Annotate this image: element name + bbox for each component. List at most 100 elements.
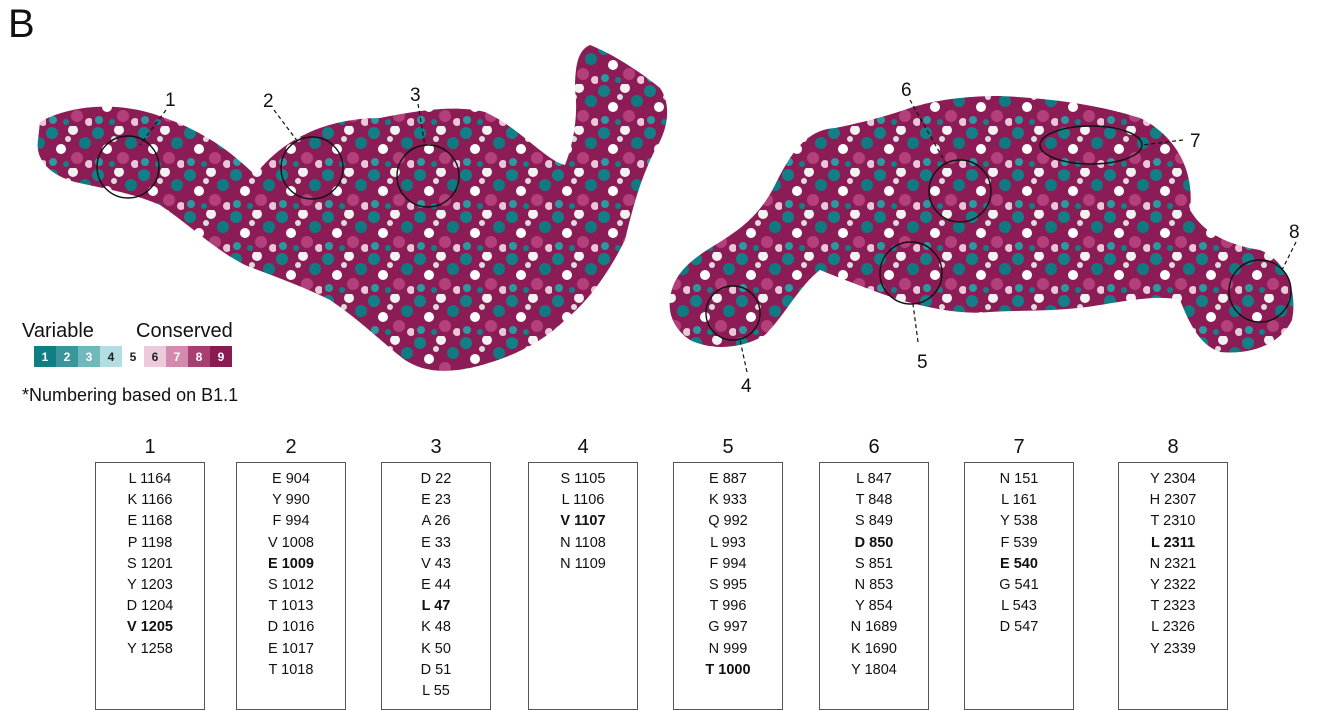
site-circle-4 (705, 285, 761, 341)
residue-item: E 1009 (268, 555, 314, 572)
residue-item: N 853 (854, 577, 894, 594)
residue-item: Y 2322 (1150, 577, 1196, 594)
residue-list: S 1105 L 1106 V 1107 N 1108 N 1109 (528, 462, 638, 710)
residue-item: A 26 (421, 513, 451, 530)
residue-item: Y 1203 (127, 577, 173, 594)
scale-cell-7: 7 (166, 346, 188, 367)
residue-item: L 847 (856, 471, 892, 487)
residue-item: Q 992 (708, 513, 748, 530)
residue-item: F 994 (272, 513, 310, 530)
site-table-8: 8 Y 2304 H 2307 T 2310 L 2311 N 2321 Y 2322 T 2… (1118, 432, 1228, 710)
residue-item: G 541 (999, 577, 1039, 594)
scale-cell-5: 5 (122, 346, 144, 367)
site-circle-5 (879, 241, 943, 305)
residue-item: T 848 (855, 492, 893, 509)
residue-item: L 1106 (561, 492, 605, 509)
site-table-header: 7 (1013, 436, 1025, 458)
residue-item: L 161 (1001, 492, 1037, 509)
residue-item: Y 2304 (1150, 471, 1196, 487)
residue-item: V 1008 (268, 534, 314, 551)
site-circle-3 (396, 144, 460, 208)
residue-list: L 1164 K 1166 E 1168 P 1198 S 1201 Y 1203 D 12… (95, 462, 205, 710)
residue-item: D 547 (999, 619, 1039, 636)
residue-item: G 997 (708, 619, 748, 636)
residue-item: E 1017 (268, 640, 314, 657)
residue-item: P 1198 (127, 534, 173, 551)
site-number-5: 5 (917, 352, 928, 373)
residue-item: Y 538 (1000, 513, 1038, 530)
residue-item: E 904 (272, 471, 310, 487)
residue-item: N 151 (999, 471, 1039, 487)
site-number-labels: 1 2 3 4 5 6 7 8 (165, 80, 1300, 397)
panel-label: B (8, 2, 35, 46)
residue-list: E 887 K 933 Q 992 L 993 F 994 S 995 T 996 G 997… (673, 462, 783, 710)
residue-list: D 22 E 23 A 26 E 33 V 43 E 44 L 47 K 48 K 50 D 51… (381, 462, 491, 710)
site-number-6: 6 (901, 80, 912, 101)
site-table-7: 7 N 151 L 161 Y 538 F 539 E 540 G 541 L 543 D 54… (964, 432, 1074, 710)
site-circle-8 (1228, 259, 1292, 323)
residue-item: K 50 (421, 640, 451, 657)
residue-item: N 999 (708, 640, 748, 657)
residue-item: S 851 (855, 555, 893, 572)
residue-item: K 1166 (127, 492, 173, 509)
residue-item: T 1018 (268, 661, 314, 678)
residue-item: D 1204 (126, 598, 174, 615)
residue-item: S 849 (855, 513, 893, 530)
residue-item: D 22 (420, 471, 452, 487)
residue-item: L 2326 (1151, 619, 1195, 636)
residue-item: T 1013 (268, 598, 314, 615)
residue-item: S 1105 (560, 471, 606, 487)
site-circle-1 (96, 135, 160, 199)
residue-item: T 1000 (705, 661, 751, 678)
legend-variable-label: Variable (22, 320, 94, 342)
scale-cell-4: 4 (100, 346, 122, 367)
residue-list: N 151 L 161 Y 538 F 539 E 540 G 541 L 543 D 547 (964, 462, 1074, 710)
residue-item: E 540 (1000, 555, 1038, 572)
site-table-header: 5 (722, 436, 734, 458)
residue-item: T 2310 (1150, 513, 1196, 530)
residue-item: V 1205 (127, 619, 173, 636)
residue-item: L 2311 (1150, 534, 1196, 551)
numbering-note: *Numbering based on B1.1 (22, 385, 239, 405)
residue-item: S 1201 (127, 555, 173, 572)
residue-item: T 2323 (1150, 598, 1196, 615)
residue-item: Y 1804 (851, 661, 897, 678)
residue-list: E 904 Y 990 F 994 V 1008 E 1009 S 1012 T 1013 D… (236, 462, 346, 710)
site-number-4: 4 (741, 376, 752, 397)
site-table-1: 1 L 1164 K 1166 E 1168 P 1198 S 1201 Y 1203 D 1… (95, 432, 205, 710)
site-table-2: 2 E 904 Y 990 F 994 V 1008 E 1009 S 1012 T 1013… (236, 432, 346, 710)
residue-item: D 1016 (267, 619, 315, 636)
scale-cell-3: 3 (78, 346, 100, 367)
residue-item: D 51 (420, 661, 452, 678)
residue-item: K 48 (421, 619, 451, 636)
residue-item: D 850 (854, 534, 894, 551)
site-circle-2 (280, 136, 344, 200)
residue-item: L 55 (422, 683, 450, 700)
site-table-header: 4 (577, 436, 589, 458)
site-number-1: 1 (165, 90, 176, 111)
site-circles (96, 125, 1292, 341)
site-number-3: 3 (410, 85, 421, 106)
residue-item: L 1164 (128, 471, 172, 487)
residue-item: K 933 (709, 492, 747, 509)
site-table-3: 3 D 22 E 23 A 26 E 33 V 43 E 44 L 47 K 48 K 50 D 5… (381, 432, 491, 710)
site-table-5: 5 E 887 K 933 Q 992 L 993 F 994 S 995 T 996 G 99… (673, 432, 783, 710)
site-table-header: 6 (868, 436, 880, 458)
residue-item: N 2321 (1149, 555, 1197, 572)
residue-item: S 995 (709, 577, 747, 594)
residue-item: F 539 (1000, 534, 1038, 551)
residue-item: S 1012 (268, 577, 314, 594)
residue-list: Y 2304 H 2307 T 2310 L 2311 N 2321 Y 2322 T 23… (1118, 462, 1228, 710)
left-surface (37, 45, 668, 371)
residue-item: V 1107 (560, 513, 606, 530)
residue-item: L 543 (1001, 598, 1037, 615)
scale-cell-8: 8 (188, 346, 210, 367)
residue-item: Y 2339 (1150, 640, 1196, 657)
scale-cell-9: 9 (210, 346, 232, 367)
site-table-4: 4 S 1105 L 1106 V 1107 N 1108 N 1109 (528, 432, 638, 710)
residue-item: T 996 (709, 598, 747, 615)
residue-item: N 1689 (850, 619, 898, 636)
residue-item: N 1108 (560, 534, 606, 551)
